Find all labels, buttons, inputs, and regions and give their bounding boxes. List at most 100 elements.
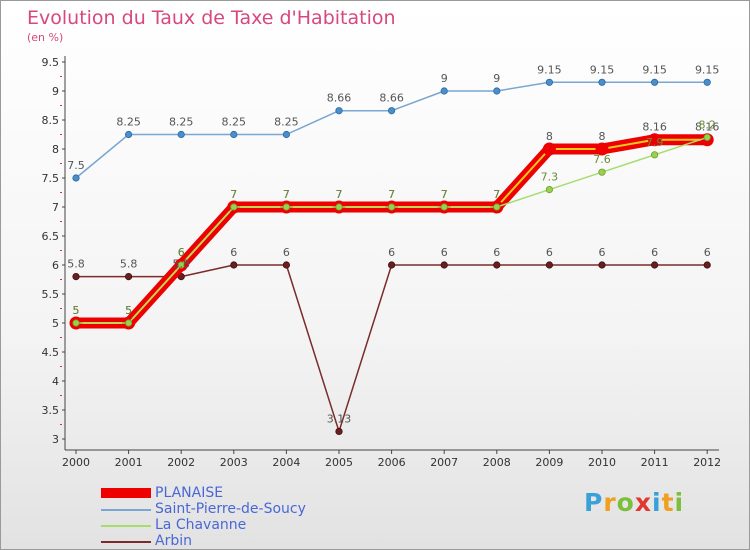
data-label-la-chavanne: 7.6 [593,153,611,166]
data-label-saint-pierre-de-soucy: 7.5 [67,159,85,172]
data-point-arbin [545,261,554,269]
data-label-saint-pierre-de-soucy: 9.15 [642,63,667,76]
data-point-planaise [648,133,662,147]
x-tick-label: 2011 [641,456,669,469]
y-tick-label: 5.5 [42,288,60,301]
data-label-planaise: 6 [178,246,185,259]
legend-label-arbin: Arbin [155,533,192,549]
x-tick-label: 2012 [693,456,721,469]
data-point-la-chavanne [545,186,554,194]
data-label-arbin: 6 [283,246,290,259]
logo-letter: i [674,488,685,517]
legend-swatch-planaise [101,488,151,498]
data-label-arbin: 6 [388,246,395,259]
data-label-la-chavanne: 6 [178,246,185,259]
data-point-la-chavanne [282,203,290,211]
y-tick-label: 6 [52,259,59,272]
data-label-la-chavanne: 7.3 [541,171,559,184]
x-tick-label: 2003 [220,456,248,469]
data-point-arbin [703,261,711,269]
data-label-arbin: 6 [704,246,711,259]
data-label-arbin: 6 [651,246,658,259]
y-tick-label: 6.5 [42,230,60,243]
data-point-saint-pierre-de-soucy [598,78,606,86]
data-point-saint-pierre-de-soucy [650,78,659,86]
data-point-la-chavanne [440,203,448,211]
y-tick-label: 9.5 [42,56,60,69]
data-label-la-chavanne: 7 [230,188,237,201]
data-label-saint-pierre-de-soucy: 8.66 [379,92,404,105]
x-tick-label: 2008 [483,456,511,469]
data-label-la-chavanne: 7 [336,188,343,201]
data-label-planaise: 7 [493,188,500,201]
data-label-saint-pierre-de-soucy: 9 [493,72,500,85]
data-label-arbin: 6 [546,246,553,259]
data-label-planaise: 8 [599,130,606,143]
data-label-la-chavanne: 8.2 [698,118,716,131]
data-label-la-chavanne: 7.9 [646,136,664,149]
data-label-arbin: 5.8 [120,258,138,271]
legend-swatch-la-chavanne [101,525,151,527]
data-point-saint-pierre-de-soucy [125,130,133,139]
data-label-saint-pierre-de-soucy: 8.25 [116,116,141,129]
y-tick-label: 7.5 [42,172,60,185]
data-label-arbin: 5.8 [172,258,190,271]
logo-letter: i [652,488,662,517]
data-point-la-chavanne [598,168,606,176]
x-tick-label: 2001 [115,456,143,469]
data-point-saint-pierre-de-soucy [72,174,80,182]
data-point-arbin [72,272,80,281]
legend-label-planaise: PLANAISE [155,485,224,501]
data-point-planaise [595,142,609,156]
data-point-arbin [335,427,343,436]
y-tick-label: 3 [52,433,59,446]
data-point-arbin [282,261,290,269]
data-label-arbin: 5.8 [67,258,85,271]
data-label-arbin: 3.13 [327,412,352,425]
data-label-saint-pierre-de-soucy: 9 [441,72,448,85]
y-tick-label: 3.5 [42,404,60,417]
data-point-la-chavanne [387,203,396,211]
x-tick-label: 2000 [62,456,90,469]
logo-letter: P [584,488,604,517]
data-label-saint-pierre-de-soucy: 8.25 [274,116,299,129]
data-label-planaise: 8.16 [695,121,720,134]
y-tick-label: 5 [52,317,59,330]
data-point-saint-pierre-de-soucy [545,78,554,86]
y-tick-label: 8.5 [42,114,60,127]
y-tick-label: 8 [52,143,59,156]
logo-letter: t [661,488,675,517]
chart-title: Evolution du Taux de Taxe d'Habitation [27,7,396,29]
data-point-arbin [493,261,501,269]
logo-letter: r [603,488,617,517]
data-point-la-chavanne [72,319,80,327]
x-tick-label: 2010 [588,456,616,469]
data-label-la-chavanne: 7 [493,188,500,201]
data-label-arbin: 6 [230,246,237,259]
data-point-saint-pierre-de-soucy [703,78,711,86]
x-tick-label: 2002 [167,456,195,469]
data-point-saint-pierre-de-soucy [493,87,501,95]
data-point-la-chavanne [335,203,343,211]
x-tick-label: 2007 [430,456,458,469]
series-line-arbin [76,264,708,433]
data-point-saint-pierre-de-soucy [335,107,343,115]
data-point-la-chavanne [125,319,133,327]
data-point-la-chavanne [650,151,659,159]
y-tick-label: 4.5 [42,346,60,359]
logo-letter: x [634,488,652,517]
data-point-la-chavanne [230,203,238,211]
data-point-planaise [542,142,556,156]
data-point-saint-pierre-de-soucy [440,87,448,95]
data-label-planaise: 7 [441,188,448,201]
series-line-planaise [70,134,713,329]
data-point-la-chavanne [703,133,711,141]
y-tick-label: 4 [52,375,59,388]
data-label-saint-pierre-de-soucy: 9.15 [695,63,720,76]
data-label-arbin: 6 [599,246,606,259]
legend-label-la-chavanne: La Chavanne [155,517,247,533]
x-tick-label: 2004 [272,456,300,469]
data-label-planaise: 7 [283,188,290,201]
data-point-arbin [440,261,448,269]
